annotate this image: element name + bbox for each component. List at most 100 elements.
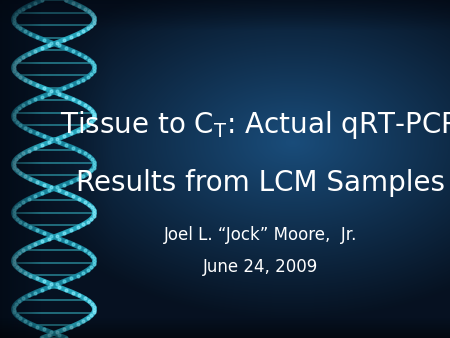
Point [88, 264, 95, 270]
Point [53, 185, 60, 190]
Point [74, 273, 81, 278]
Point [38, 94, 45, 99]
Point [90, 165, 97, 170]
Point [90, 256, 98, 261]
Point [63, 190, 70, 196]
Point [10, 304, 18, 310]
Point [10, 66, 17, 71]
Point [46, 43, 53, 48]
Point [10, 210, 17, 216]
Point [63, 0, 70, 3]
Point [61, 230, 68, 236]
Point [17, 315, 24, 321]
Point [88, 313, 95, 318]
Point [55, 139, 62, 145]
Point [89, 156, 96, 162]
Point [15, 250, 22, 256]
Point [74, 31, 81, 37]
Point [33, 276, 40, 281]
Point [10, 114, 17, 119]
Point [27, 80, 34, 85]
Point [88, 23, 95, 28]
Point [38, 46, 45, 51]
Point [38, 239, 45, 244]
Point [91, 114, 98, 119]
Point [55, 333, 62, 338]
Point [80, 125, 87, 130]
Point [15, 298, 22, 304]
Point [38, 287, 45, 292]
Point [69, 242, 76, 247]
Point [46, 333, 53, 338]
Point [80, 222, 87, 227]
Point [90, 159, 98, 165]
Point [91, 162, 98, 167]
Point [74, 176, 81, 182]
Point [25, 100, 32, 105]
Point [91, 307, 98, 312]
Point [11, 117, 18, 122]
Point [55, 236, 62, 241]
Point [10, 259, 17, 264]
Point [86, 153, 93, 159]
Text: Results from LCM Samples: Results from LCM Samples [76, 169, 446, 196]
Point [46, 91, 53, 96]
Point [81, 151, 88, 156]
Point [68, 82, 75, 88]
Point [91, 259, 98, 264]
Point [48, 281, 55, 287]
Point [27, 176, 34, 182]
Point [48, 185, 55, 190]
Point [84, 267, 91, 272]
Point [86, 9, 93, 14]
Point [25, 244, 32, 250]
Point [10, 63, 18, 68]
Point [80, 318, 87, 324]
Point [76, 3, 83, 8]
Point [40, 86, 47, 91]
Point [74, 321, 81, 327]
Point [12, 253, 19, 258]
Point [15, 202, 22, 207]
Point [46, 139, 53, 145]
Point [32, 242, 39, 247]
Point [90, 68, 97, 74]
Point [10, 256, 18, 261]
Point [61, 37, 68, 43]
Text: June 24, 2009: June 24, 2009 [203, 258, 319, 276]
Point [69, 48, 76, 54]
Point [68, 179, 75, 185]
Point [32, 193, 39, 199]
Point [21, 173, 28, 179]
Point [13, 313, 20, 318]
Point [84, 74, 91, 79]
Point [90, 304, 98, 310]
Point [63, 335, 70, 338]
Point [76, 148, 83, 153]
Point [61, 327, 68, 332]
Point [10, 162, 17, 167]
Point [13, 71, 20, 76]
Point [81, 199, 88, 204]
Point [12, 301, 19, 307]
Point [40, 37, 47, 43]
Point [33, 34, 40, 40]
Point [81, 6, 88, 11]
Point [90, 14, 98, 20]
Point [25, 196, 32, 201]
Point [38, 142, 45, 148]
Point [11, 20, 18, 25]
Point [74, 128, 81, 134]
Point [69, 290, 76, 295]
Point [53, 88, 60, 94]
Point [80, 77, 87, 82]
Point [27, 31, 34, 37]
Point [27, 224, 34, 230]
Point [10, 208, 18, 213]
Text: Joel L. “Jock” Moore,  Jr.: Joel L. “Jock” Moore, Jr. [164, 226, 358, 244]
Point [46, 236, 53, 241]
Point [20, 54, 27, 59]
Point [40, 230, 47, 236]
Point [21, 28, 28, 34]
Point [17, 74, 24, 79]
